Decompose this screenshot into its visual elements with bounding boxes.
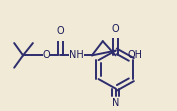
Text: O: O xyxy=(112,24,119,34)
Text: O: O xyxy=(57,26,64,36)
Text: OH: OH xyxy=(127,50,142,60)
Text: NH: NH xyxy=(69,50,84,60)
Text: O: O xyxy=(43,50,50,60)
Text: N: N xyxy=(112,98,119,108)
